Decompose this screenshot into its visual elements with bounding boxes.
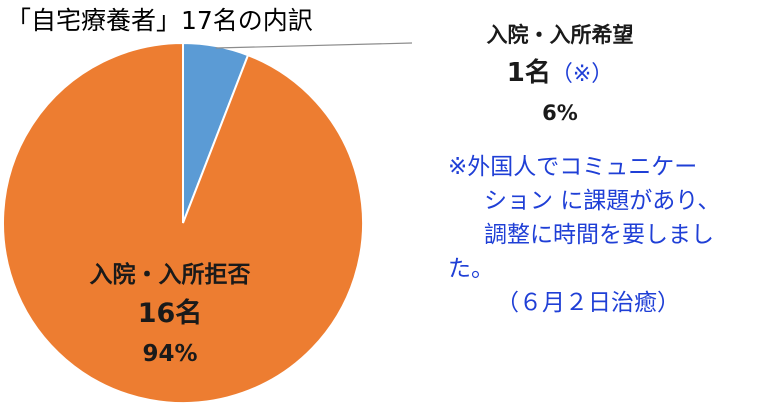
- chart-title: 「自宅療養者」17名の内訳: [6, 6, 313, 35]
- slice-percent-refuse: 94%: [142, 341, 198, 367]
- slice-count-hope-note: （※）: [550, 62, 614, 87]
- slice-label-hope: 入院・入所希望 1名（※） 6%: [440, 18, 680, 130]
- slice-label-refuse: 入院・入所拒否 16名 94%: [40, 258, 300, 372]
- slice-count-hope: 1名（※）: [440, 52, 680, 96]
- pie-slice-refuse: [2, 41, 364, 404]
- footnote-line-1: ※外国人でコミュニケー: [448, 154, 698, 180]
- slice-name-hope: 入院・入所希望: [486, 23, 634, 47]
- footnote-line-5: （６月２日治癒）: [496, 290, 680, 316]
- leader-line: [215, 42, 413, 49]
- slice-name-refuse: 入院・入所拒否: [89, 262, 251, 288]
- footnote: ※外国人でコミュニケー ション に課題があり、 調整に時間を要しまし た。 （６…: [448, 150, 760, 320]
- slice-count-hope-value: 1名: [506, 58, 551, 88]
- footnote-line-4: た。: [448, 256, 494, 282]
- footnote-line-3: 調整に時間を要しまし: [484, 222, 714, 248]
- footnote-line-2: ション に課題があり、: [484, 188, 721, 214]
- slice-count-refuse: 16名: [137, 298, 203, 329]
- slice-percent-hope: 6%: [542, 101, 578, 125]
